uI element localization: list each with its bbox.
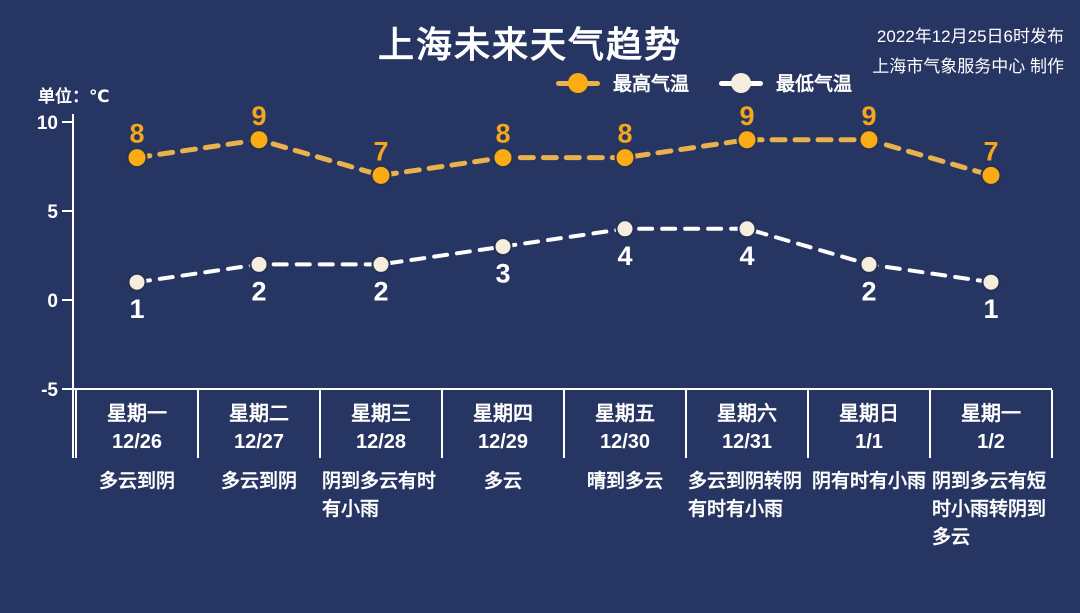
date-label: 12/26 xyxy=(111,431,163,453)
weather-description: 阴到多云有时有小雨 xyxy=(322,471,437,520)
publish-author: 上海市气象服务中心 制作 xyxy=(872,57,1064,76)
low-temp-legend-marker-icon xyxy=(719,72,764,93)
day-column: 星期二 12/27 多云到阴 xyxy=(198,401,320,496)
weather-description: 晴到多云 xyxy=(586,471,663,492)
low-temp-point xyxy=(493,237,513,257)
date-label: 12/29 xyxy=(477,431,529,453)
high-temp-point xyxy=(614,147,636,169)
high-temp-value-label: 9 xyxy=(739,101,754,131)
high-temp-line xyxy=(134,137,994,178)
high-temp-value-label: 8 xyxy=(129,119,144,149)
weekday-label: 星期二 xyxy=(229,403,289,425)
low-temp-value-label: 2 xyxy=(861,276,876,306)
low-temp-value-label: 4 xyxy=(617,241,632,271)
unit-label: 单位：℃ xyxy=(38,87,110,106)
low-temp-point xyxy=(615,219,635,239)
weekday-label: 星期三 xyxy=(351,403,411,425)
weekday-label: 星期日 xyxy=(839,403,899,425)
high-temp-legend-label: 最高气温 xyxy=(613,74,690,95)
low-temp-value-label: 1 xyxy=(983,294,998,324)
day-column: 星期日 1/1 阴有时有小雨 xyxy=(808,401,930,496)
weekday-label: 星期五 xyxy=(595,403,655,425)
weather-description: 多云 xyxy=(483,471,522,492)
high-temp-value-label: 9 xyxy=(861,101,876,131)
weather-description: 多云到阴 xyxy=(98,471,175,492)
date-label: 1/1 xyxy=(855,431,883,453)
high-temp-point xyxy=(126,147,148,169)
date-label: 12/30 xyxy=(599,431,651,453)
high-temp-legend-marker-icon xyxy=(556,72,600,93)
low-temp-point xyxy=(737,219,757,239)
high-temp-point xyxy=(858,129,880,151)
low-temp-line xyxy=(135,226,993,285)
weather-description: 多云到阴 xyxy=(220,471,297,492)
low-temp-value-label: 2 xyxy=(373,276,388,306)
weekday-label: 星期一 xyxy=(107,403,167,425)
day-column: 星期四 12/29 多云 xyxy=(442,401,564,496)
day-column: 星期一 12/26 多云到阴 xyxy=(76,401,198,496)
publish-date: 2022年12月25日6时发布 xyxy=(876,27,1064,46)
high-temp-point xyxy=(980,164,1002,186)
low-temp-point xyxy=(859,254,879,274)
low-temp-point xyxy=(981,272,1001,292)
y-tick-label: -5 xyxy=(41,380,58,401)
day-column: 星期三 12/28 阴到多云有时有小雨 xyxy=(320,401,442,524)
high-temp-value-label: 8 xyxy=(495,119,510,149)
weekday-label: 星期一 xyxy=(961,403,1021,425)
page-title: 上海未来天气趋势 xyxy=(377,24,682,65)
high-temp-point xyxy=(492,147,514,169)
y-tick-label: 0 xyxy=(47,291,58,312)
low-temp-value-label: 3 xyxy=(495,259,510,289)
y-tick-label: 10 xyxy=(37,113,58,134)
weather-description: 阴到多云有短时小雨转阴到多云 xyxy=(932,471,1047,548)
low-temp-legend-label: 最低气温 xyxy=(776,74,853,95)
day-column: 星期五 12/30 晴到多云 xyxy=(564,401,686,496)
weather-description: 多云到阴转阴有时有小雨 xyxy=(688,471,803,520)
legend-item-high: 最高气温 xyxy=(556,69,689,96)
day-column: 星期一 1/2 阴到多云有短时小雨转阴到多云 xyxy=(930,401,1052,552)
weekday-label: 星期六 xyxy=(717,403,777,425)
low-temp-point xyxy=(127,272,147,292)
low-temp-legend-dot xyxy=(731,72,752,93)
publish-info: 2022年12月25日6时发布 上海市气象服务中心 制作 xyxy=(872,22,1064,82)
y-tick-label: 5 xyxy=(47,202,58,223)
high-temp-point xyxy=(736,129,758,151)
date-label: 12/27 xyxy=(233,431,285,453)
high-temp-legend-dot xyxy=(568,72,588,93)
high-temp-point xyxy=(248,129,270,151)
low-temp-value-label: 2 xyxy=(251,276,266,306)
legend-item-low: 最低气温 xyxy=(719,69,852,96)
date-label: 12/31 xyxy=(721,431,773,453)
date-label: 12/28 xyxy=(355,431,407,453)
low-temp-value-label: 1 xyxy=(129,294,144,324)
high-temp-value-label: 7 xyxy=(983,136,998,166)
weather-description: 阴有时有小雨 xyxy=(811,471,926,492)
low-temp-point xyxy=(249,254,269,274)
date-label: 1/2 xyxy=(977,431,1005,453)
low-temp-point xyxy=(371,254,391,274)
chart-legend: 最高气温 最低气温 xyxy=(556,69,852,96)
weekday-label: 星期四 xyxy=(473,403,533,425)
high-temp-value-label: 7 xyxy=(373,136,388,166)
high-temp-point xyxy=(370,164,392,186)
high-temp-value-label: 9 xyxy=(251,101,266,131)
low-temp-value-label: 4 xyxy=(739,241,754,271)
high-temp-value-label: 8 xyxy=(617,119,632,149)
day-column: 星期六 12/31 多云到阴转阴有时有小雨 xyxy=(686,401,808,524)
